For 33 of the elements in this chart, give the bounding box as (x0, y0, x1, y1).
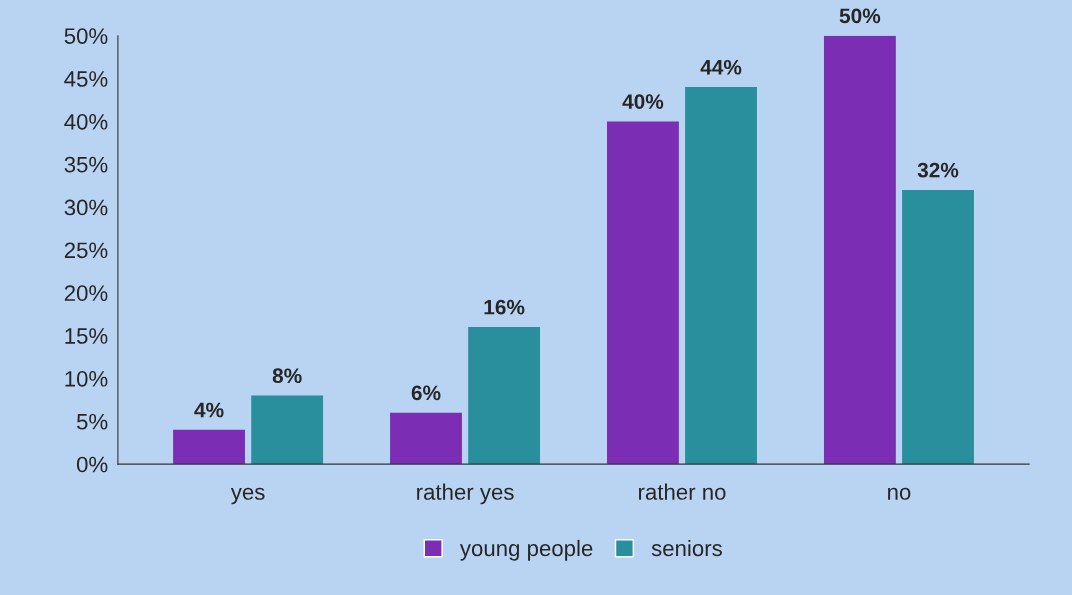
data-label: 16% (484, 299, 525, 315)
y-tick-label: 40% (64, 113, 108, 130)
y-tick-label: 50% (64, 28, 108, 44)
bar (902, 189, 974, 465)
y-tick-label: 10% (65, 370, 108, 387)
data-label: 50% (839, 8, 881, 24)
bar (251, 395, 324, 465)
y-tick-label: 15% (65, 328, 108, 344)
y-tick-label: 5% (76, 413, 108, 430)
x-tick-label: rather no (639, 483, 726, 500)
x-tick-label: no (888, 487, 911, 500)
data-label: 8% (272, 368, 302, 384)
bar (173, 429, 245, 465)
bar (823, 35, 896, 465)
y-tick-label: 45% (64, 71, 108, 87)
bar (468, 327, 541, 465)
bar (607, 121, 679, 465)
data-label: 32% (917, 162, 959, 178)
y-tick-label: 25% (64, 242, 108, 259)
y-tick-label: 35% (64, 156, 108, 173)
bar (685, 87, 757, 465)
legend-label: seniors (651, 539, 722, 557)
data-label: 4% (194, 402, 224, 418)
data-label: 6% (411, 385, 441, 401)
data-label: 44% (700, 59, 742, 75)
y-tick-label: 0% (76, 456, 108, 473)
data-label: 40% (622, 94, 664, 109)
y-tick-label: 20% (64, 285, 108, 302)
legend-label: young people (459, 539, 593, 561)
bar (390, 412, 462, 465)
x-tick-label: yes (230, 487, 265, 505)
y-tick-label: 30% (64, 199, 108, 216)
x-tick-label: rather yes (417, 483, 514, 505)
